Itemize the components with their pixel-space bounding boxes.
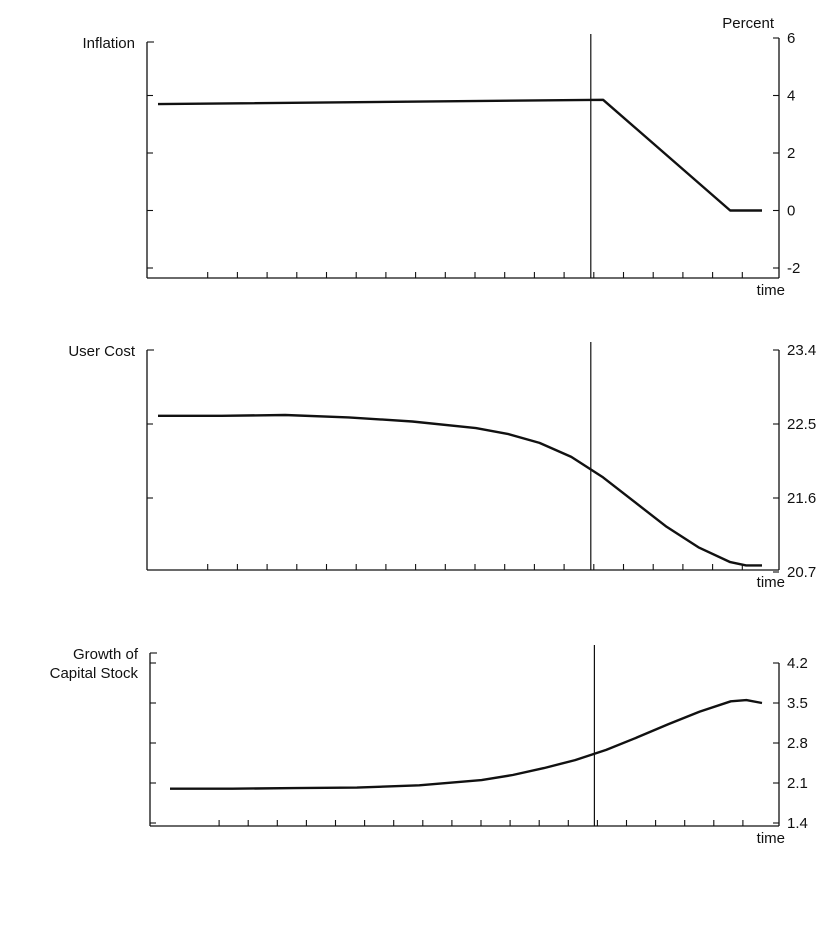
ytick-label: 0 [787,203,795,220]
ytick-label: 2.1 [787,775,808,792]
x-axis-label: time [757,282,785,299]
x-axis-label: time [757,574,785,591]
y-axis-label: User Cost [68,343,136,360]
panel-capital-growth: 1.4 2.1 2.8 3.5 4.2 Growth of Capital Stock tim… [50,645,808,847]
y-axis-label: Growth of Capital Stock [50,646,139,682]
ytick-label: 4 [787,88,795,105]
ytick-label: 4.2 [787,655,808,672]
ytick-label: 2 [787,145,795,162]
x-axis-label: time [757,830,785,847]
unit-label: Percent [722,15,775,32]
ytick-label: 6 [787,30,795,47]
panel-user-cost: 20.7 21.6 22.5 23.4 User Cost time [68,342,816,591]
ytick-label: 20.7 [787,564,816,581]
ytick-label: 2.8 [787,735,808,752]
ytick-label: 21.6 [787,490,816,507]
series-line [158,413,762,567]
ytick-label: 3.5 [787,695,808,712]
ytick-label: 23.4 [787,342,816,359]
ytick-label: -2 [787,260,800,277]
series-line [157,98,762,212]
ytick-label: 22.5 [787,416,816,433]
y-axis-label: Inflation [82,35,135,52]
series-line [170,698,763,790]
ytick-label: 1.4 [787,815,808,832]
panel-inflation: -2 0 2 4 6 Inflation Percent time [82,15,800,299]
